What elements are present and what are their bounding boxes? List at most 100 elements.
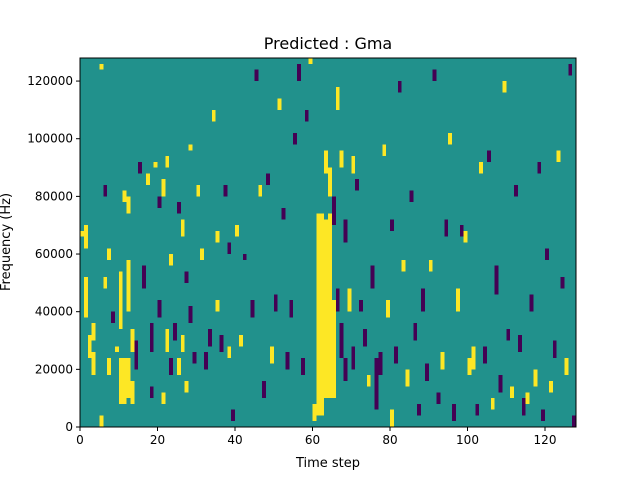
- heatmap-cell: [227, 242, 232, 255]
- heatmap-cell: [258, 184, 263, 197]
- heatmap-cell: [467, 357, 472, 376]
- heatmap-cell: [254, 69, 259, 82]
- heatmap-cell: [355, 179, 360, 191]
- heatmap-cell: [126, 357, 131, 399]
- heatmap-cell: [122, 190, 127, 203]
- heatmap-cell: [231, 409, 236, 422]
- x-tick-label: 100: [456, 433, 479, 447]
- y-tick-label: 40000: [35, 305, 73, 319]
- heatmap-cell: [145, 173, 150, 185]
- heatmap-cell: [428, 259, 433, 272]
- heatmap-cell: [215, 230, 220, 243]
- heatmap-cell: [227, 346, 232, 358]
- y-tick-label: 120000: [27, 74, 73, 88]
- heatmap-cell: [130, 328, 135, 353]
- heatmap-cell: [552, 340, 557, 358]
- heatmap-cell: [312, 403, 317, 422]
- heatmap-cell: [188, 305, 193, 324]
- heatmap-cell: [207, 328, 212, 347]
- heatmap-cell: [238, 334, 243, 347]
- heatmap-cell: [351, 156, 356, 174]
- y-tick-label: 20000: [35, 362, 73, 376]
- heatmap-cell: [184, 271, 189, 283]
- heatmap-cell: [308, 58, 313, 64]
- heatmap-cell: [204, 352, 208, 370]
- heatmap-cell: [316, 213, 321, 416]
- heatmap-cell: [161, 179, 166, 197]
- heatmap-cell: [107, 357, 112, 376]
- heatmap-cell: [103, 184, 108, 197]
- heatmap-cell: [417, 403, 422, 416]
- heatmap-cell: [483, 346, 487, 364]
- heatmap-cell: [436, 392, 441, 404]
- heatmap-cell: [328, 167, 332, 197]
- heatmap-cell: [297, 63, 301, 82]
- heatmap-cell: [200, 248, 205, 260]
- heatmap-cell: [83, 277, 88, 318]
- heatmap-cell: [397, 81, 402, 93]
- heatmap-cell: [413, 323, 418, 341]
- heatmap-cell: [130, 380, 135, 404]
- heatmap-cell: [568, 63, 573, 76]
- heatmap-cell: [304, 109, 309, 122]
- heatmap-cell: [250, 300, 255, 318]
- heatmap-cell: [266, 173, 270, 185]
- heatmap-cell: [529, 294, 534, 312]
- heatmap-cell: [393, 346, 398, 364]
- heatmap-cell: [320, 213, 325, 416]
- heatmap-cell: [479, 161, 484, 174]
- heatmap-cell: [362, 328, 367, 347]
- heatmap-cell: [83, 225, 88, 249]
- heatmap-cell: [548, 380, 553, 393]
- heatmap-cell: [273, 294, 278, 312]
- heatmap-cell: [324, 219, 329, 399]
- heatmap-cell: [502, 81, 507, 93]
- plot-area: [79, 57, 577, 428]
- heatmap-cell: [359, 300, 363, 312]
- heatmap-cell: [262, 380, 267, 399]
- heatmap-cell: [424, 363, 429, 381]
- x-tick-label: 40: [227, 433, 242, 447]
- heatmap-cell: [161, 392, 166, 404]
- heatmap-cell: [118, 357, 123, 404]
- heatmap-cell: [173, 323, 177, 341]
- heatmap-cell: [138, 161, 143, 174]
- heatmap-cell: [242, 254, 247, 260]
- heatmap-cell: [514, 184, 518, 197]
- heatmap-cell: [215, 300, 220, 312]
- heatmap-cell: [409, 190, 414, 203]
- y-tick-label: 60000: [35, 247, 73, 261]
- heatmap-cell: [196, 184, 201, 197]
- heatmap-cell: [134, 340, 139, 370]
- heatmap-cell: [448, 132, 453, 145]
- heatmap-cell: [339, 323, 344, 358]
- heatmap-cell: [192, 352, 197, 364]
- heatmap-cell: [517, 334, 522, 353]
- y-axis-label: Frequency (Hz): [0, 193, 14, 291]
- heatmap-cell: [463, 230, 468, 243]
- heatmap-cell: [370, 265, 375, 289]
- y-tick-label: 80000: [35, 189, 73, 203]
- heatmap-cell: [157, 196, 162, 208]
- heatmap-cell: [564, 357, 569, 376]
- y-axis: 0 20000 40000 60000 80000 100000 120000: [27, 74, 80, 434]
- heatmap-cell: [339, 150, 344, 168]
- plot-frame: [79, 57, 577, 428]
- heatmap-cell: [180, 334, 185, 353]
- heatmap-cell: [324, 150, 329, 174]
- heatmap-cell: [366, 375, 371, 387]
- heatmap-cell: [122, 357, 127, 404]
- heatmap-cell: [99, 415, 104, 427]
- heatmap-cell: [153, 161, 158, 168]
- heatmap-cell: [498, 375, 503, 393]
- heatmap-cell: [405, 369, 410, 387]
- heatmap-cell: [277, 98, 282, 110]
- heatmap-cell: [541, 409, 546, 422]
- heatmap-cell: [506, 328, 511, 341]
- heatmap-cell: [386, 300, 391, 318]
- heatmap-cell: [99, 63, 104, 70]
- heatmap-cell: [490, 398, 495, 410]
- heatmap-cell: [331, 300, 336, 399]
- heatmap-cell: [293, 132, 298, 145]
